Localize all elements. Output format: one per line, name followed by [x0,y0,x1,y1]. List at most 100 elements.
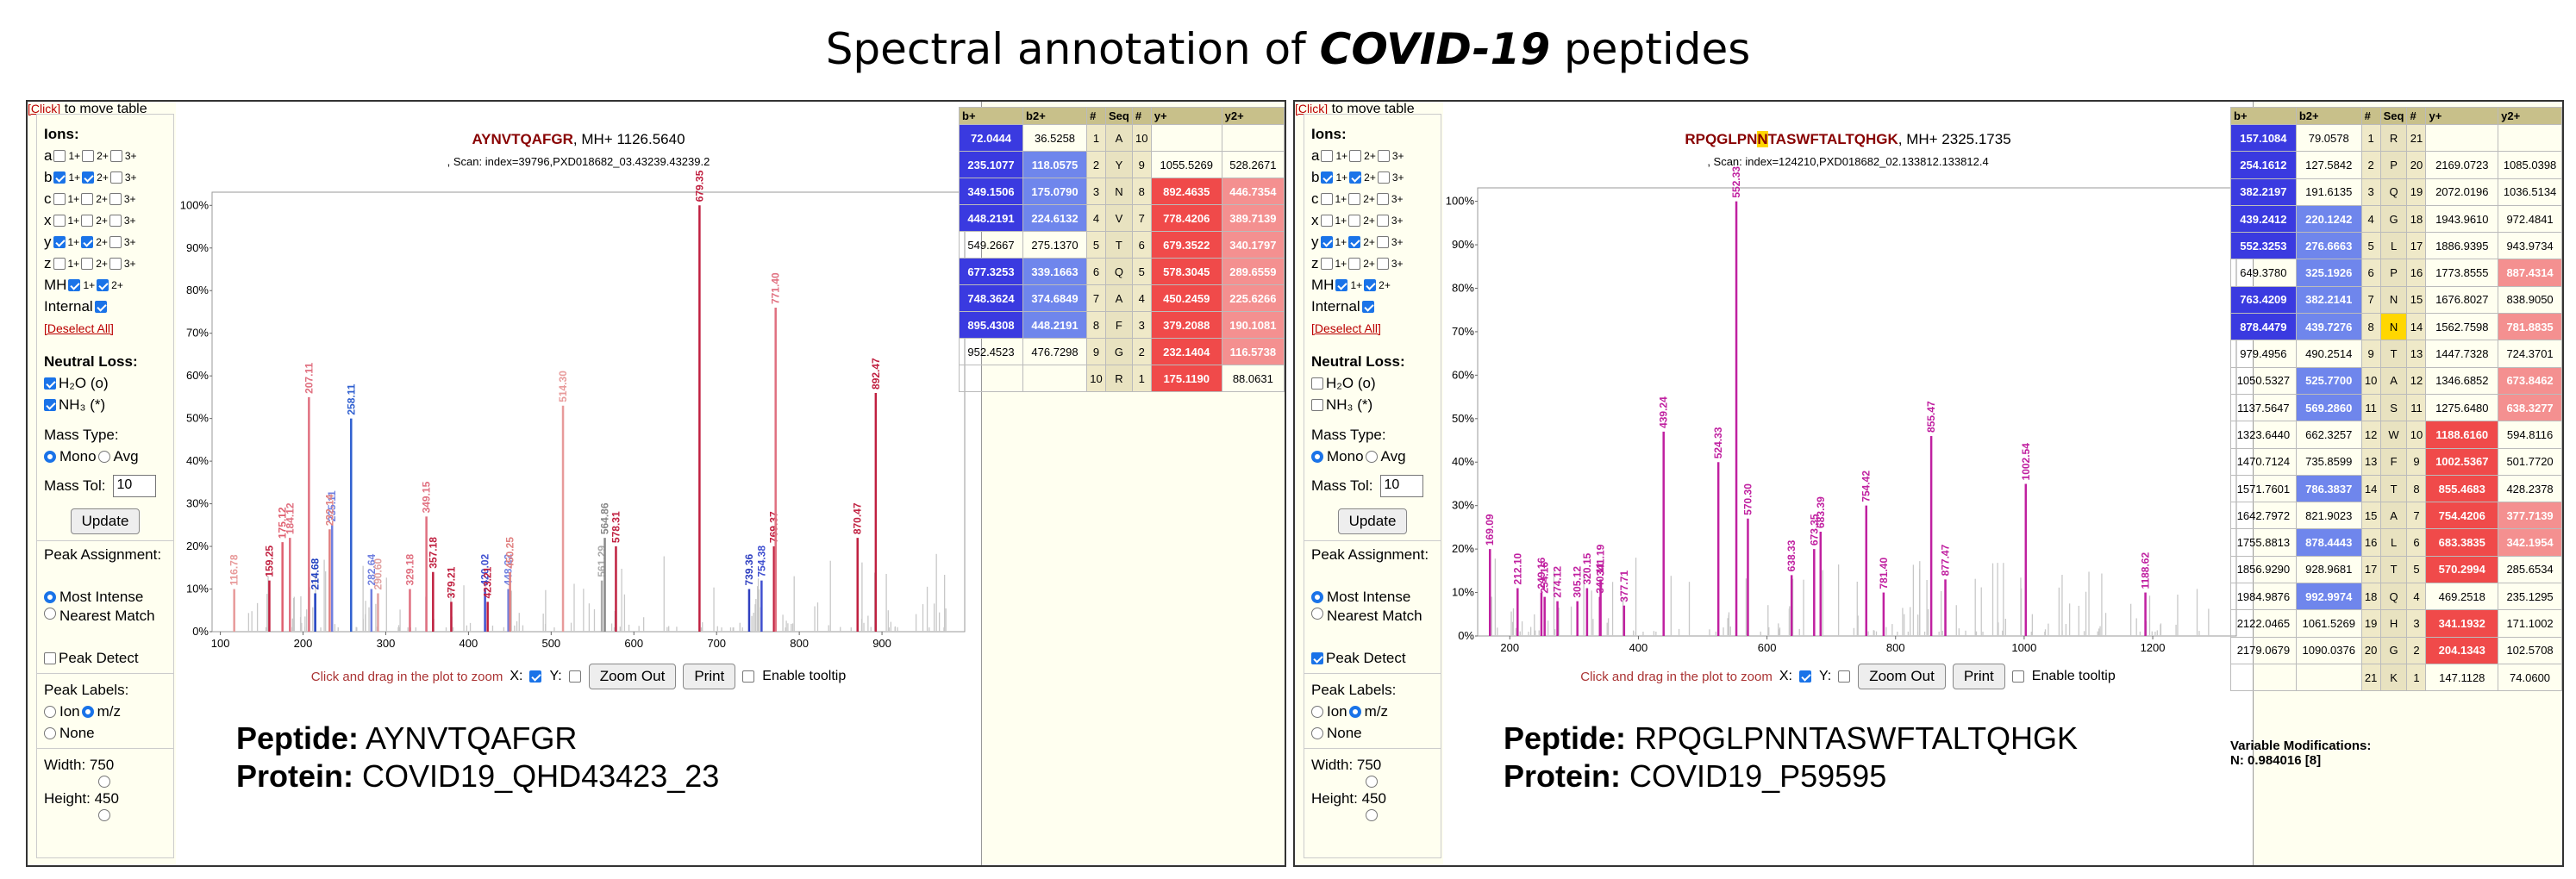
nearest-match-radio[interactable] [44,608,56,620]
table-cell: 735.8599 [2295,447,2362,476]
deselect-all-link[interactable]: [Deselect All] [44,321,114,335]
height-slider[interactable] [1366,809,1378,821]
table-cell: 11 [2406,393,2427,422]
x-zoom-checkbox[interactable] [1798,670,1811,683]
mh-2-checkbox[interactable] [97,278,109,291]
ion-a-3-checkbox[interactable] [1377,149,1390,162]
ion-x-1-checkbox[interactable] [1320,214,1333,227]
ion-c-3-checkbox[interactable] [109,192,122,205]
avg-radio[interactable] [97,450,110,463]
column-header: y2+ [2498,107,2562,125]
ion-z-2-checkbox[interactable] [81,257,94,270]
ion-z-1-checkbox[interactable] [1320,257,1333,270]
width-slider[interactable] [1366,776,1378,788]
ion-a-2-checkbox[interactable] [82,149,95,162]
ion-x-2-checkbox[interactable] [81,214,94,227]
mz-label-radio[interactable] [81,705,94,718]
mono-radio[interactable] [1311,450,1323,463]
table-cell: Y [1104,151,1133,178]
fragment-table[interactable]: b+ b2+ # Seq # y+ y2+ 72.0444 36.5258 1 A 10 235.107… [958,107,1285,392]
ion-x-1-checkbox[interactable] [53,214,66,227]
mh-1-checkbox[interactable] [1335,278,1348,291]
ion-c-1-checkbox[interactable] [53,192,66,205]
move-table-link[interactable]: [Click] [1295,102,1329,115]
none-label-radio[interactable] [44,726,56,739]
ion-z-1-checkbox[interactable] [53,257,66,270]
ion-y-3-checkbox[interactable] [1376,235,1389,248]
mass-tol-input[interactable]: 10 [1379,475,1423,497]
height-slider[interactable] [98,809,110,821]
ion-label-radio[interactable] [1311,705,1323,718]
mz-label-radio[interactable] [1348,705,1361,718]
ion-c-1-checkbox[interactable] [1320,192,1333,205]
print-button[interactable]: Print [1952,664,2005,689]
spectrum-plot[interactable]: RPQGLPNNTASWFTALTQHGK, MH+ 2325.1735, Sc… [1443,102,2254,865]
print-button[interactable]: Print [683,664,736,689]
ion-b-2-checkbox[interactable] [1349,171,1362,184]
nearest-match-radio[interactable] [1311,608,1323,620]
ion-b-1-checkbox[interactable] [1321,171,1334,184]
deselect-all-link[interactable]: [Deselect All] [1311,321,1381,335]
tooltip-checkbox[interactable] [2011,670,2024,683]
ion-label-radio[interactable] [44,705,56,718]
y-zoom-checkbox[interactable] [568,670,581,683]
most-intense-radio[interactable] [1311,590,1323,603]
ion-x-3-checkbox[interactable] [1376,214,1389,227]
ion-c-3-checkbox[interactable] [1376,192,1389,205]
zoom-out-button[interactable]: Zoom Out [1858,664,1946,689]
none-label-radio[interactable] [1311,726,1323,739]
y-zoom-checkbox[interactable] [1838,670,1851,683]
peak-label: 254.16 [1539,562,1551,594]
mh-2-checkbox[interactable] [1364,278,1377,291]
peak-detect-checkbox[interactable] [44,651,56,664]
width-slider[interactable] [98,776,110,788]
mh-1-checkbox[interactable] [68,278,81,291]
ion-b-3-checkbox[interactable] [109,171,122,184]
move-table-hint: [Click] to move table [28,102,1285,117]
ion-y-1-checkbox[interactable] [1320,235,1333,248]
tooltip-checkbox[interactable] [742,670,755,683]
ion-a-1-checkbox[interactable] [53,149,66,162]
h2o-checkbox[interactable] [44,377,56,390]
spectrum-chart[interactable]: 0% 10% 20% 30% 40% 50% 60% 70% 80% 90% 100% 200 400 6… [1443,102,2254,662]
ion-b-3-checkbox[interactable] [1377,171,1390,184]
ion-z-3-checkbox[interactable] [1376,257,1389,270]
internal-checkbox[interactable] [1361,300,1374,313]
ion-c-2-checkbox[interactable] [81,192,94,205]
spectrum-chart[interactable]: 0% 10% 20% 30% 40% 50% 60% 70% 80% 90% 100% 100 200 3… [176,102,982,662]
nh3-checkbox[interactable] [1311,398,1323,411]
nh3-checkbox[interactable] [44,398,56,411]
zoom-out-button[interactable]: Zoom Out [588,664,677,689]
ion-y-2-checkbox[interactable] [81,235,94,248]
most-intense-radio[interactable] [44,590,56,603]
ion-y-3-checkbox[interactable] [109,235,122,248]
fragment-table[interactable]: b+ b2+ # Seq # y+ y2+ 157.1084 79.0578 1 R 21 254.16… [2230,107,2562,692]
ion-c-2-checkbox[interactable] [1348,192,1361,205]
ion-a-1-checkbox[interactable] [1321,149,1334,162]
x-zoom-checkbox[interactable] [529,670,542,683]
ion-y-1-checkbox[interactable] [53,235,66,248]
table-cell: 10 [1131,124,1152,152]
ion-z-3-checkbox[interactable] [109,257,122,270]
peak-detect-checkbox[interactable] [1311,651,1323,664]
ion-a-3-checkbox[interactable] [109,149,122,162]
mono-radio[interactable] [44,450,56,463]
ion-z-2-checkbox[interactable] [1348,257,1361,270]
table-cell: 220.1242 [2295,204,2362,234]
ion-y-2-checkbox[interactable] [1348,235,1361,248]
mass-tol-input[interactable]: 10 [112,475,156,497]
move-table-link[interactable]: [Click] [28,102,61,115]
spectrum-plot[interactable]: AYNVTQAFGR, MH+ 1126.5640, Scan: index=3… [176,102,982,865]
update-button[interactable]: Update [70,508,141,534]
peptide-header: AYNVTQAFGR, MH+ 1126.5640 [176,131,981,148]
update-button[interactable]: Update [1337,508,1408,534]
internal-checkbox[interactable] [94,300,107,313]
ion-b-2-checkbox[interactable] [82,171,95,184]
h2o-checkbox[interactable] [1311,377,1323,390]
table-row: 235.1077 118.0575 2 Y 9 1055.5269 528.2671 [958,151,1285,178]
ion-x-3-checkbox[interactable] [109,214,122,227]
ion-x-2-checkbox[interactable] [1348,214,1361,227]
avg-radio[interactable] [1365,450,1378,463]
ion-b-1-checkbox[interactable] [53,171,66,184]
ion-a-2-checkbox[interactable] [1349,149,1362,162]
